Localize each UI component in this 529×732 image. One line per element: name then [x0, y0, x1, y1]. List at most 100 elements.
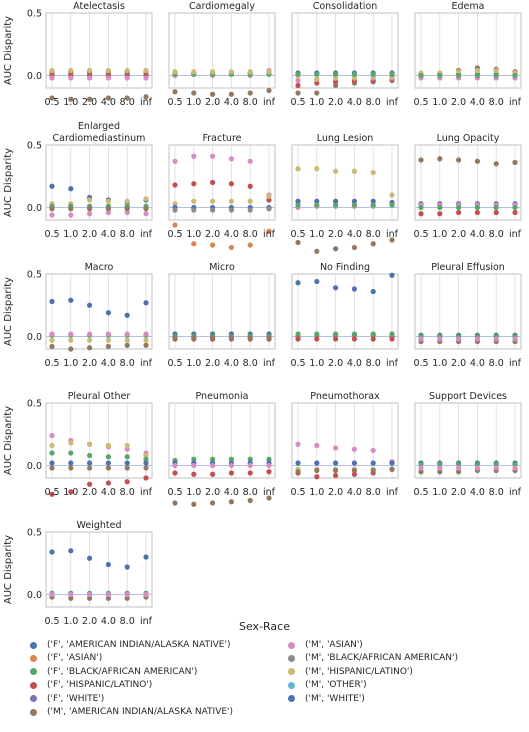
panel-title: Pleural Effusion [431, 262, 505, 273]
x-tick-label: 1.0 [309, 487, 324, 498]
data-point [210, 207, 216, 213]
data-point [143, 452, 149, 459]
data-point [370, 447, 376, 454]
data-point [191, 69, 197, 75]
x-tick-label: inf [140, 358, 153, 369]
x-tick-label: 4.0 [101, 358, 116, 369]
data-point [418, 469, 424, 475]
data-point [351, 202, 357, 208]
data-point [512, 336, 518, 342]
data-point [351, 467, 357, 474]
panel-frame [414, 144, 522, 221]
data-point [87, 211, 93, 217]
data-point [210, 153, 216, 159]
x-tick-label: inf [263, 487, 276, 498]
panel-title: No Finding [320, 262, 370, 273]
data-point [87, 302, 93, 308]
data-point [49, 183, 55, 189]
x-tick-label: 4.0 [470, 229, 485, 240]
panel-frame [414, 402, 522, 479]
x-tick-label: 0.5 [44, 229, 59, 240]
data-point [333, 336, 339, 342]
data-point [124, 564, 130, 570]
x-tick-label: inf [386, 229, 399, 240]
x-tick-label: 1.0 [432, 229, 447, 240]
panel: Macro 0.5 1.0 2.0 4.0 8.0 inf 0.0 0.5 AUC Dispari… [3, 262, 153, 369]
data-point [418, 72, 424, 79]
x-tick-label: 4.0 [224, 97, 239, 108]
data-point [228, 470, 234, 476]
panel: Lung Opacity 0.5 1.0 2.0 4.0 8.0 inf [413, 133, 521, 240]
data-point [333, 75, 339, 81]
data-point [333, 246, 339, 252]
data-point [333, 82, 339, 89]
data-point [295, 82, 301, 89]
data-point [210, 242, 216, 248]
data-point [105, 310, 111, 316]
panel: Weighted 0.5 1.0 2.0 4.0 8.0 inf 0.0 0.5 AUC Disp… [3, 520, 153, 627]
legend-item: ('F', 'BLACK/AFRICAN AMERICAN') [30, 667, 197, 677]
data-point [124, 342, 130, 348]
data-point [143, 94, 149, 100]
data-point [68, 346, 74, 352]
data-point [68, 460, 74, 466]
data-point [105, 480, 111, 486]
x-tick-label: 1.0 [63, 487, 78, 498]
data-point [228, 499, 234, 505]
data-point [68, 96, 74, 102]
y-axis-label: AUC Disparity [3, 406, 14, 475]
data-point [68, 548, 74, 554]
data-point [389, 202, 395, 208]
data-point [351, 331, 357, 337]
data-point [143, 460, 149, 466]
data-point [389, 460, 395, 466]
data-point [87, 591, 93, 598]
data-point [493, 209, 499, 216]
data-point [143, 75, 149, 81]
legend-marker [288, 668, 295, 676]
data-point [49, 67, 55, 74]
data-point [49, 432, 55, 439]
data-point [295, 460, 301, 466]
data-point [172, 182, 178, 188]
data-point [418, 204, 424, 211]
data-point [49, 460, 55, 466]
x-tick-label: 8.0 [120, 229, 135, 240]
data-point [295, 441, 301, 447]
x-tick-label: inf [386, 358, 399, 369]
legend-label: ('M', 'BLACK/AFRICAN AMERICAN') [305, 653, 458, 664]
data-point [172, 500, 178, 506]
data-point [68, 75, 74, 81]
data-point [389, 192, 395, 198]
data-point [191, 335, 197, 341]
x-tick-label: inf [140, 487, 153, 498]
data-point [247, 470, 253, 476]
data-point [228, 69, 234, 75]
x-tick-label: 0.5 [44, 616, 59, 627]
data-point [68, 465, 74, 471]
panel-frame [291, 273, 399, 350]
data-point [456, 209, 462, 216]
y-axis-label: AUC Disparity [3, 16, 14, 85]
data-point [295, 77, 301, 84]
legend-label: ('M', 'OTHER') [305, 680, 367, 691]
data-point [68, 591, 74, 598]
legend-marker [288, 641, 295, 649]
data-point [351, 446, 357, 452]
data-point [314, 76, 320, 82]
panel-frame [414, 12, 522, 89]
data-point [247, 158, 253, 164]
x-tick-label: 0.5 [290, 487, 305, 498]
data-point [389, 336, 395, 342]
data-point [247, 335, 253, 341]
panel-frame [45, 402, 153, 479]
data-point [87, 452, 93, 459]
x-tick-label: 1.0 [309, 97, 324, 108]
panel-frame [168, 12, 276, 89]
data-point [87, 441, 93, 447]
data-point [228, 456, 234, 462]
x-tick-label: 4.0 [101, 97, 116, 108]
legend-label: ('F', 'HISPANIC/LATINO') [47, 680, 153, 691]
panel-title: Pleural Other [68, 391, 131, 402]
